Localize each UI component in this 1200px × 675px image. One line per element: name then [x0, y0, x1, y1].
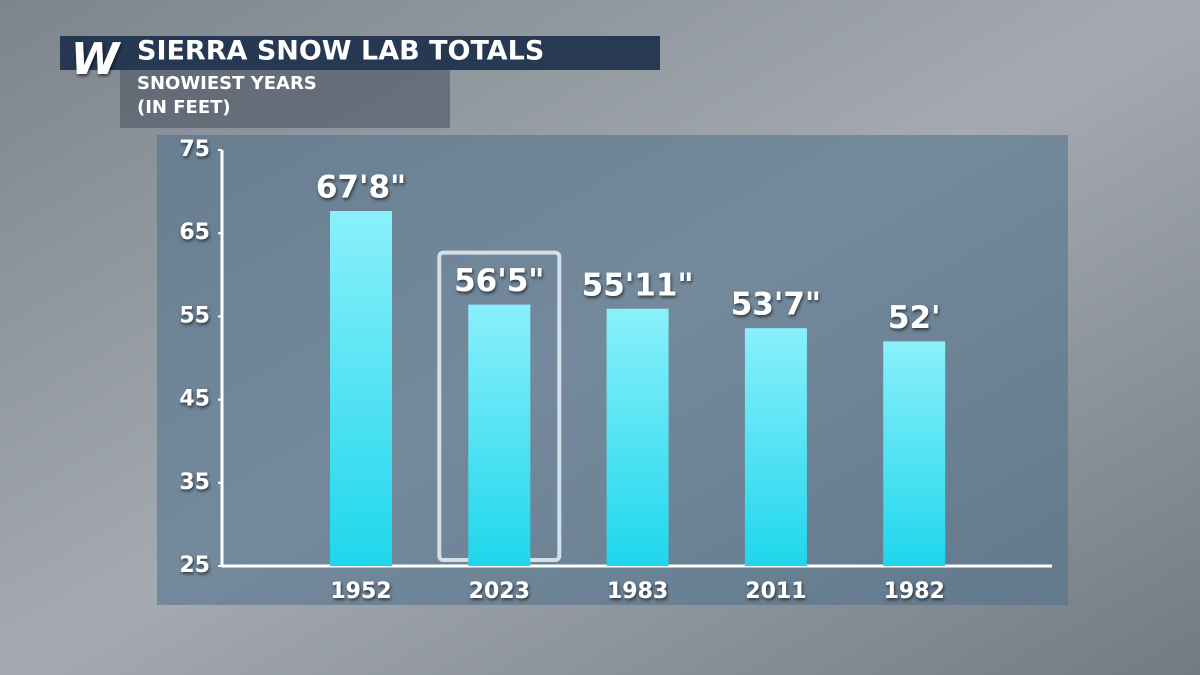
bar [744, 328, 807, 566]
value-label: 67'8" [316, 170, 406, 206]
bar [468, 304, 531, 566]
y-tick-label: 55 [179, 303, 210, 328]
value-label: 56'5" [454, 263, 544, 299]
title-bar [60, 36, 660, 70]
y-tick-label: 75 [179, 137, 210, 162]
x-tick-label: 1982 [884, 579, 945, 604]
value-label: 53'7" [731, 287, 821, 323]
y-tick-label: 25 [179, 553, 210, 578]
value-label: 52' [888, 300, 941, 336]
x-tick-label: 2023 [469, 579, 530, 604]
value-label: 55'11" [582, 267, 694, 303]
subtitle: SNOWIEST YEARS [137, 73, 317, 94]
y-tick-label: 65 [179, 220, 210, 245]
y-tick-label: 35 [179, 470, 210, 495]
x-tick-label: 1952 [330, 579, 391, 604]
subtitle-bar [120, 70, 450, 128]
x-tick-label: 1983 [607, 579, 668, 604]
chart-title: SIERRA SNOW LAB TOTALS [137, 36, 544, 67]
x-tick-label: 2011 [745, 579, 806, 604]
logo: W [71, 34, 122, 85]
bar [330, 211, 392, 566]
subtitle: (IN FEET) [137, 97, 231, 118]
bar [606, 308, 669, 566]
bar [883, 341, 946, 566]
y-tick-label: 45 [179, 387, 210, 412]
